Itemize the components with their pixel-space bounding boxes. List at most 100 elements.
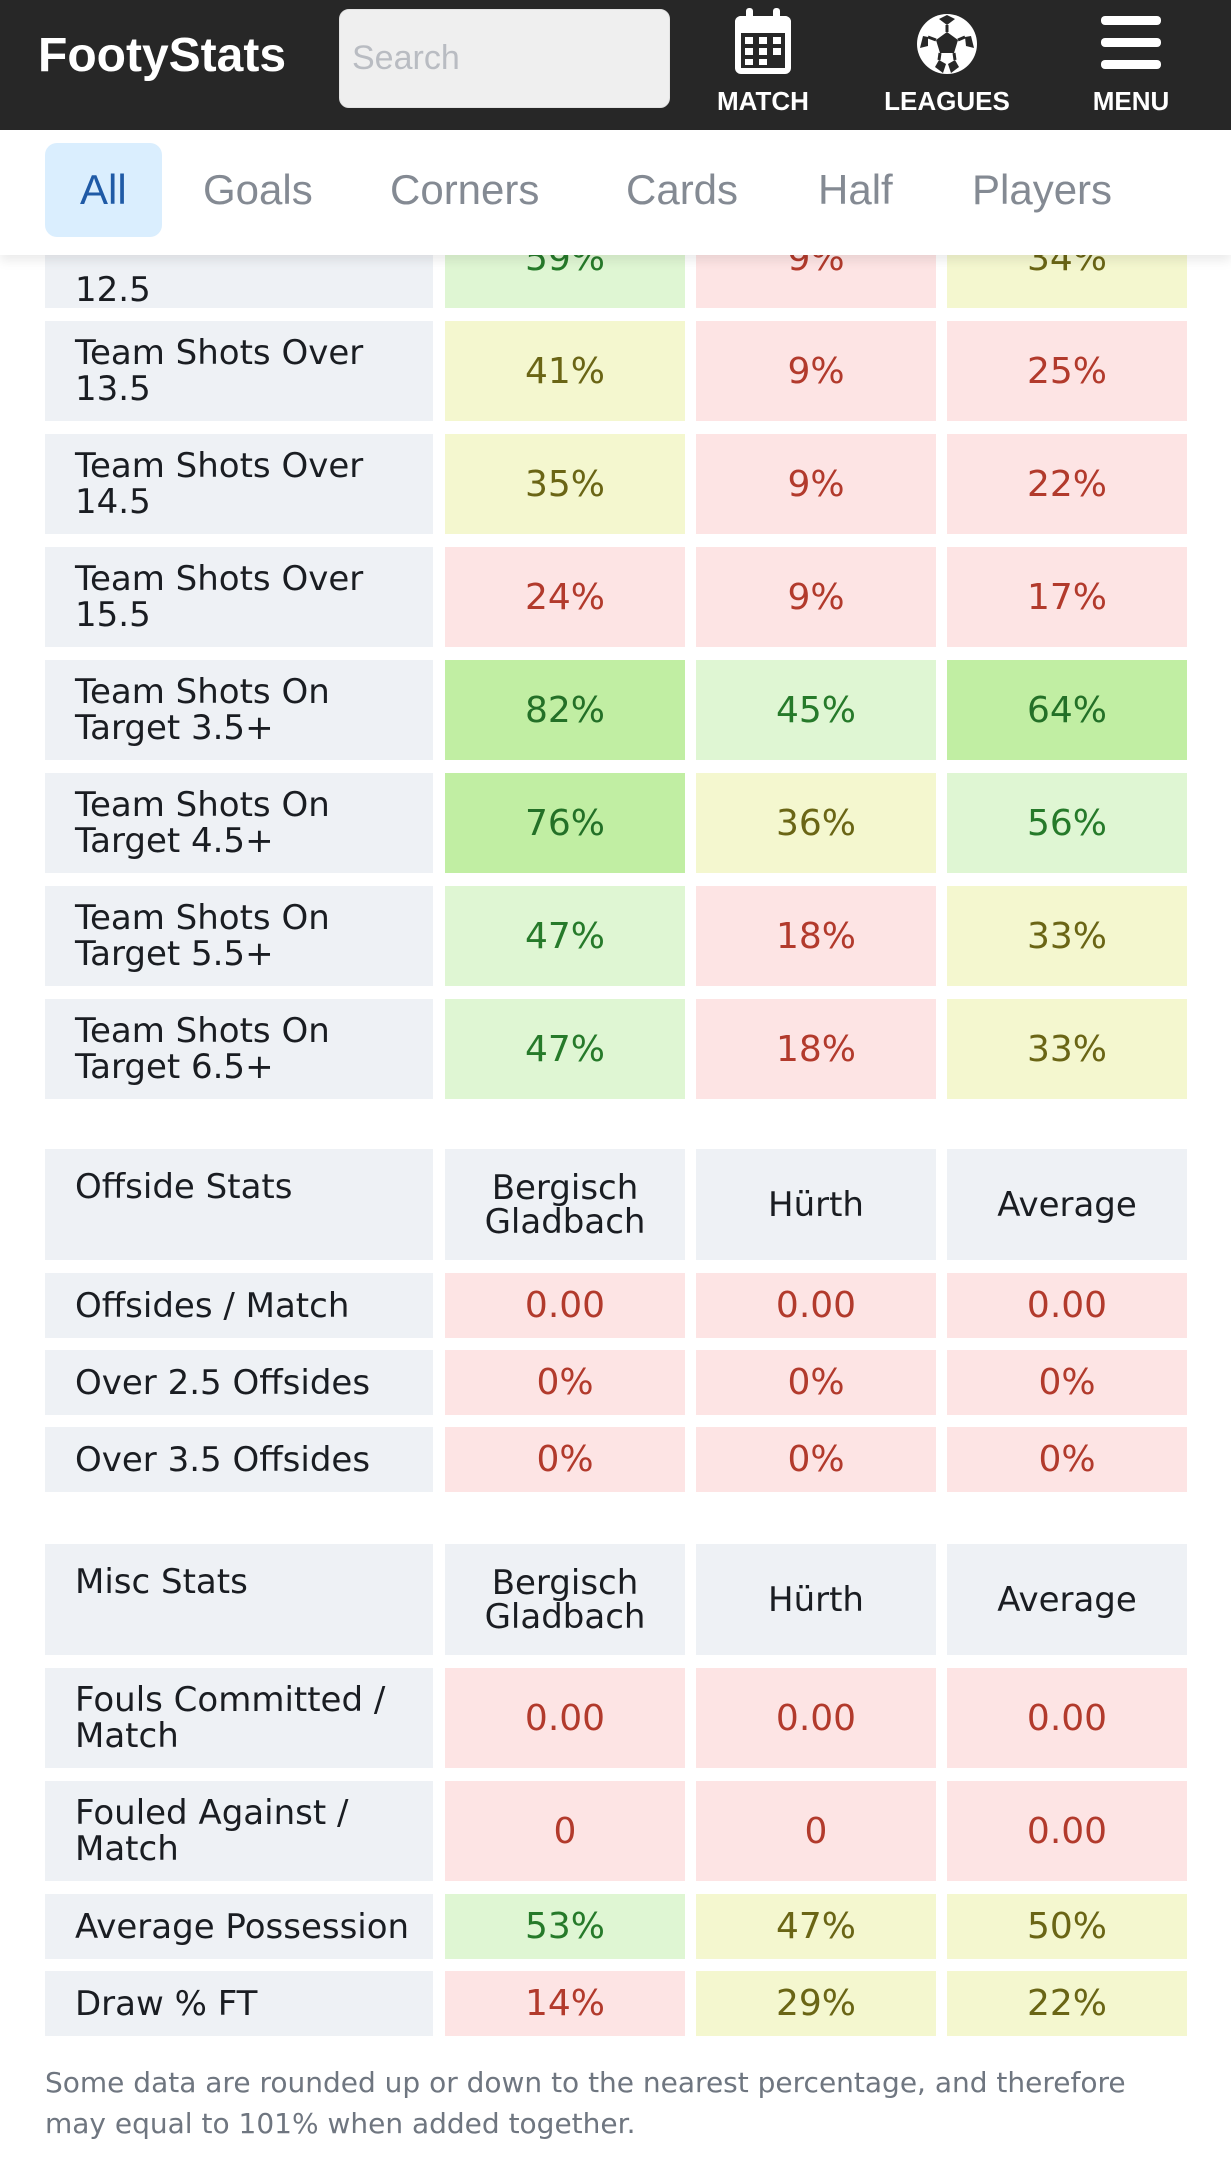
- leagues-button[interactable]: LEAGUES: [857, 0, 1037, 130]
- away-value: 36%: [696, 773, 936, 873]
- average-value: 0%: [947, 1350, 1187, 1415]
- table-row: Offsides / Match 0.00 0.00 0.00: [45, 1273, 1187, 1338]
- away-value: 9%: [696, 434, 936, 534]
- average-value: 33%: [947, 886, 1187, 986]
- home-value: 47%: [445, 999, 685, 1099]
- average-value: 0.00: [947, 1273, 1187, 1338]
- table-row: Fouls Committed / Match 0.00 0.00 0.00: [45, 1668, 1187, 1768]
- table-row: Average Possession 53% 47% 50%: [45, 1894, 1187, 1959]
- home-value: 0.00: [445, 1273, 685, 1338]
- average-value: 64%: [947, 660, 1187, 760]
- row-label: Average Possession: [45, 1894, 433, 1959]
- average-value: 22%: [947, 434, 1187, 534]
- home-value: 14%: [445, 1971, 685, 2036]
- home-value: 35%: [445, 434, 685, 534]
- away-value: 18%: [696, 999, 936, 1099]
- row-label: Team Shots Over 14.5: [45, 434, 433, 534]
- home-value: 47%: [445, 886, 685, 986]
- average-value: 0%: [947, 1427, 1187, 1492]
- rounding-footnote: Some data are rounded up or down to the …: [45, 2066, 1126, 2140]
- table-row: Team Shots On Target 6.5+ 47% 18% 33%: [45, 999, 1187, 1099]
- tab-players[interactable]: Players: [972, 166, 1113, 213]
- row-label: Offsides / Match: [45, 1273, 433, 1338]
- home-value: 41%: [445, 321, 685, 421]
- away-value: 0.00: [696, 1668, 936, 1768]
- column-header-average: Average: [947, 1149, 1187, 1260]
- row-label: Fouled Against / Match: [45, 1781, 433, 1881]
- search-input[interactable]: [339, 9, 670, 108]
- home-value: 24%: [445, 547, 685, 647]
- section-title: Offside Stats: [45, 1149, 433, 1260]
- away-value: 9%: [696, 321, 936, 421]
- away-value: 0.00: [696, 1273, 936, 1338]
- average-value: 0.00: [947, 1781, 1187, 1881]
- table-header-row: Offside Stats Bergisch Gladbach Hürth Av…: [45, 1149, 1187, 1260]
- average-value: 56%: [947, 773, 1187, 873]
- average-value: 50%: [947, 1894, 1187, 1959]
- table-row: Team Shots Over 15.5 24% 9% 17%: [45, 547, 1187, 647]
- home-value: 0.00: [445, 1668, 685, 1768]
- footystats-logo[interactable]: FootyStats: [38, 29, 287, 82]
- row-label: Draw % FT: [45, 1971, 433, 2036]
- row-label: Over 3.5 Offsides: [45, 1427, 433, 1492]
- menu-label: MENU: [1092, 86, 1170, 116]
- home-value: 0%: [445, 1427, 685, 1492]
- away-value: 18%: [696, 886, 936, 986]
- top-navbar: FootyStats MATCH: [0, 0, 1231, 130]
- row-label: Team Shots On Target 4.5+: [45, 773, 433, 873]
- match-label: MATCH: [717, 86, 809, 116]
- table-row: Team Shots Over 14.5 35% 9% 22%: [45, 434, 1187, 534]
- table-row: Team Shots On Target 4.5+ 76% 36% 56%: [45, 773, 1187, 873]
- average-value: 17%: [947, 547, 1187, 647]
- home-value: 82%: [445, 660, 685, 760]
- row-label: Team Shots On Target 6.5+: [45, 999, 433, 1099]
- section-title: Misc Stats: [45, 1544, 433, 1655]
- hamburger-menu-icon: [1099, 6, 1163, 82]
- row-label: Team Shots On Target 5.5+: [45, 886, 433, 986]
- column-header-away: Hürth: [696, 1544, 936, 1655]
- table-header-row: Misc Stats Bergisch Gladbach Hürth Avera…: [45, 1544, 1187, 1655]
- away-value: 47%: [696, 1894, 936, 1959]
- row-label: Team Shots On Target 3.5+: [45, 660, 433, 760]
- leagues-label: LEAGUES: [884, 86, 1010, 116]
- tab-half[interactable]: Half: [818, 166, 893, 213]
- calendar-icon: [731, 6, 795, 82]
- tab-goals[interactable]: Goals: [203, 166, 313, 213]
- match-button[interactable]: MATCH: [673, 0, 853, 130]
- home-value: 0: [445, 1781, 685, 1881]
- away-value: 0%: [696, 1427, 936, 1492]
- average-value: 25%: [947, 321, 1187, 421]
- tab-cards[interactable]: Cards: [626, 166, 739, 213]
- column-header-average: Average: [947, 1544, 1187, 1655]
- away-value: 0%: [696, 1350, 936, 1415]
- average-value: 22%: [947, 1971, 1187, 2036]
- row-label: Over 2.5 Offsides: [45, 1350, 433, 1415]
- average-value: 33%: [947, 999, 1187, 1099]
- table-row: Fouled Against / Match 0 0 0.00: [45, 1781, 1187, 1881]
- away-value: 0: [696, 1781, 936, 1881]
- tab-all[interactable]: All: [45, 143, 162, 237]
- tab-corners[interactable]: Corners: [390, 166, 540, 213]
- away-value: 9%: [696, 547, 936, 647]
- table-row: Over 2.5 Offsides 0% 0% 0%: [45, 1350, 1187, 1415]
- table-row: Team Shots On Target 5.5+ 47% 18% 33%: [45, 886, 1187, 986]
- table-row: Over 3.5 Offsides 0% 0% 0%: [45, 1427, 1187, 1492]
- away-value: 29%: [696, 1971, 936, 2036]
- column-header-away: Hürth: [696, 1149, 936, 1260]
- table-row: Draw % FT 14% 29% 22%: [45, 1971, 1187, 2036]
- column-header-home: Bergisch Gladbach: [445, 1149, 685, 1260]
- column-header-home: Bergisch Gladbach: [445, 1544, 685, 1655]
- average-value: 0.00: [947, 1668, 1187, 1768]
- home-value: 76%: [445, 773, 685, 873]
- row-label: Team Shots Over 13.5: [45, 321, 433, 421]
- table-row: Team Shots Over 13.5 41% 9% 25%: [45, 321, 1187, 421]
- row-label: Team Shots Over 15.5: [45, 547, 433, 647]
- home-value: 53%: [445, 1894, 685, 1959]
- row-label: Fouls Committed / Match: [45, 1668, 433, 1768]
- away-value: 45%: [696, 660, 936, 760]
- stats-tab-bar: All Goals Corners Cards Half Players: [0, 130, 1231, 255]
- home-value: 0%: [445, 1350, 685, 1415]
- table-row: Team Shots On Target 3.5+ 82% 45% 64%: [45, 660, 1187, 760]
- menu-button[interactable]: MENU: [1041, 0, 1221, 130]
- soccer-ball-icon: [913, 6, 981, 82]
